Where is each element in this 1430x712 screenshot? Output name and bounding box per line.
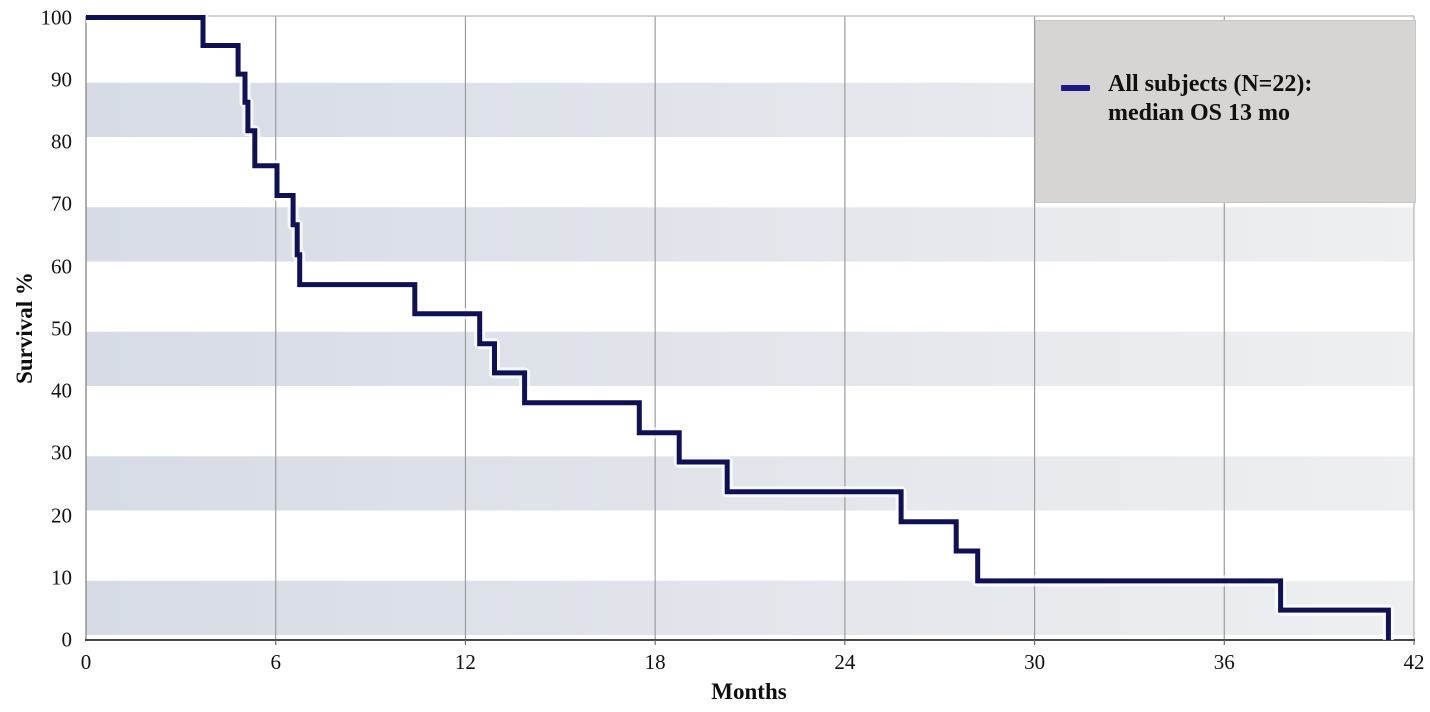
x-tick-label: 0 — [80, 650, 92, 674]
shaded-band — [86, 580, 1414, 635]
x-tick-label: 6 — [270, 650, 281, 674]
x-axis-title: Months — [711, 679, 787, 704]
y-tick-label: 90 — [51, 67, 72, 92]
shaded-band — [86, 331, 1414, 386]
y-tick-label: 80 — [51, 129, 72, 154]
legend-label: All subjects (N=22): median OS 13 mo — [1108, 70, 1312, 128]
x-tick-label: 12 — [454, 650, 476, 674]
shaded-band — [86, 207, 1414, 262]
y-tick-label: 60 — [51, 254, 72, 278]
survival-curve — [86, 15, 1391, 640]
y-tick-label: 20 — [51, 503, 72, 527]
y-tick-label: 50 — [51, 316, 72, 341]
legend-label-line1: All subjects (N=22): — [1108, 71, 1313, 97]
series-line-swatch-icon — [1061, 85, 1090, 91]
y-tick-label: 0 — [61, 627, 73, 652]
x-tick-label: 30 — [1024, 650, 1046, 674]
y-tick-label: 70 — [51, 191, 72, 216]
y-tick-label: 100 — [40, 5, 73, 29]
y-tick-label: 10 — [51, 565, 72, 590]
legend-label-line2: median OS 13 mo — [1108, 100, 1291, 126]
x-tick-label: 36 — [1213, 650, 1235, 674]
x-tick-label: 42 — [1403, 650, 1425, 674]
x-tick-label: 18 — [644, 650, 666, 674]
x-tick-label: 24 — [834, 650, 856, 674]
legend: All subjects (N=22): median OS 13 mo — [1035, 20, 1416, 203]
shaded-band — [86, 456, 1414, 511]
y-tick-label: 40 — [51, 378, 72, 403]
y-tick-label: 30 — [51, 440, 72, 465]
